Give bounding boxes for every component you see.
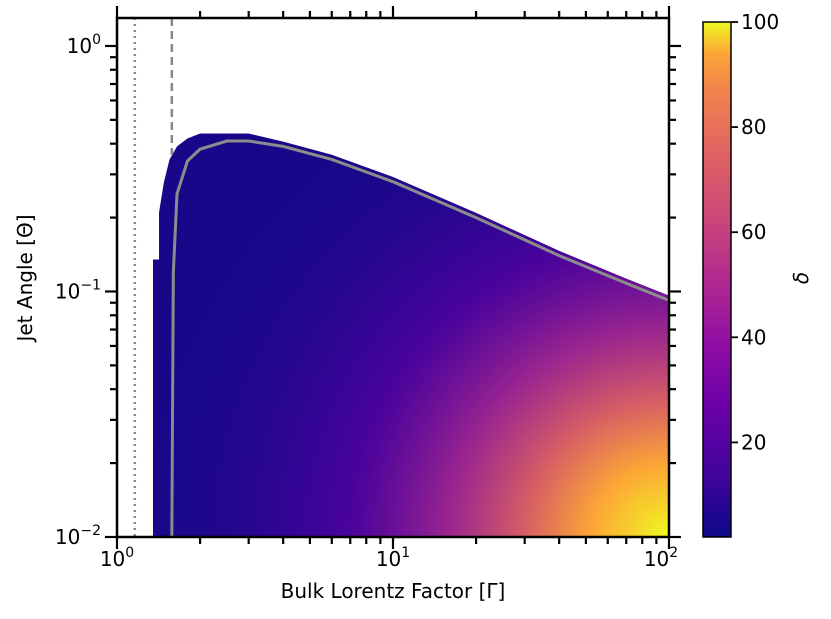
colorbar-ticks: 20 40 60 80 100 xyxy=(731,10,779,454)
colorbar-tick-label: 20 xyxy=(741,430,766,454)
heat-highlight xyxy=(152,133,669,537)
boundary-curve xyxy=(170,139,669,537)
colorbar xyxy=(702,21,732,538)
x-tick-label: 101 xyxy=(376,545,410,571)
x-axis-label: Bulk Lorentz Factor [Γ] xyxy=(281,579,506,603)
y-tick-label: 10−1 xyxy=(55,277,101,303)
colorbar-tick-label: 40 xyxy=(741,325,766,349)
plot-area xyxy=(133,18,669,537)
y-axis-label: Jet Angle [Θ] xyxy=(13,214,37,343)
x-tick-label: 100 xyxy=(100,545,134,571)
axis-ticks xyxy=(105,6,681,549)
colorbar-tick-label: 100 xyxy=(741,10,779,34)
colorbar-tick-label: 80 xyxy=(741,115,766,139)
x-tick-labels: 100 101 102 xyxy=(100,545,678,571)
x-tick-label: 102 xyxy=(644,545,678,571)
colorbar-tick-label: 60 xyxy=(741,220,766,244)
colorbar-label: δ xyxy=(789,272,813,284)
y-tick-label: 100 xyxy=(67,32,101,58)
y-tick-labels: 10−2 10−1 100 xyxy=(55,32,101,549)
y-tick-label: 10−2 xyxy=(55,523,101,549)
